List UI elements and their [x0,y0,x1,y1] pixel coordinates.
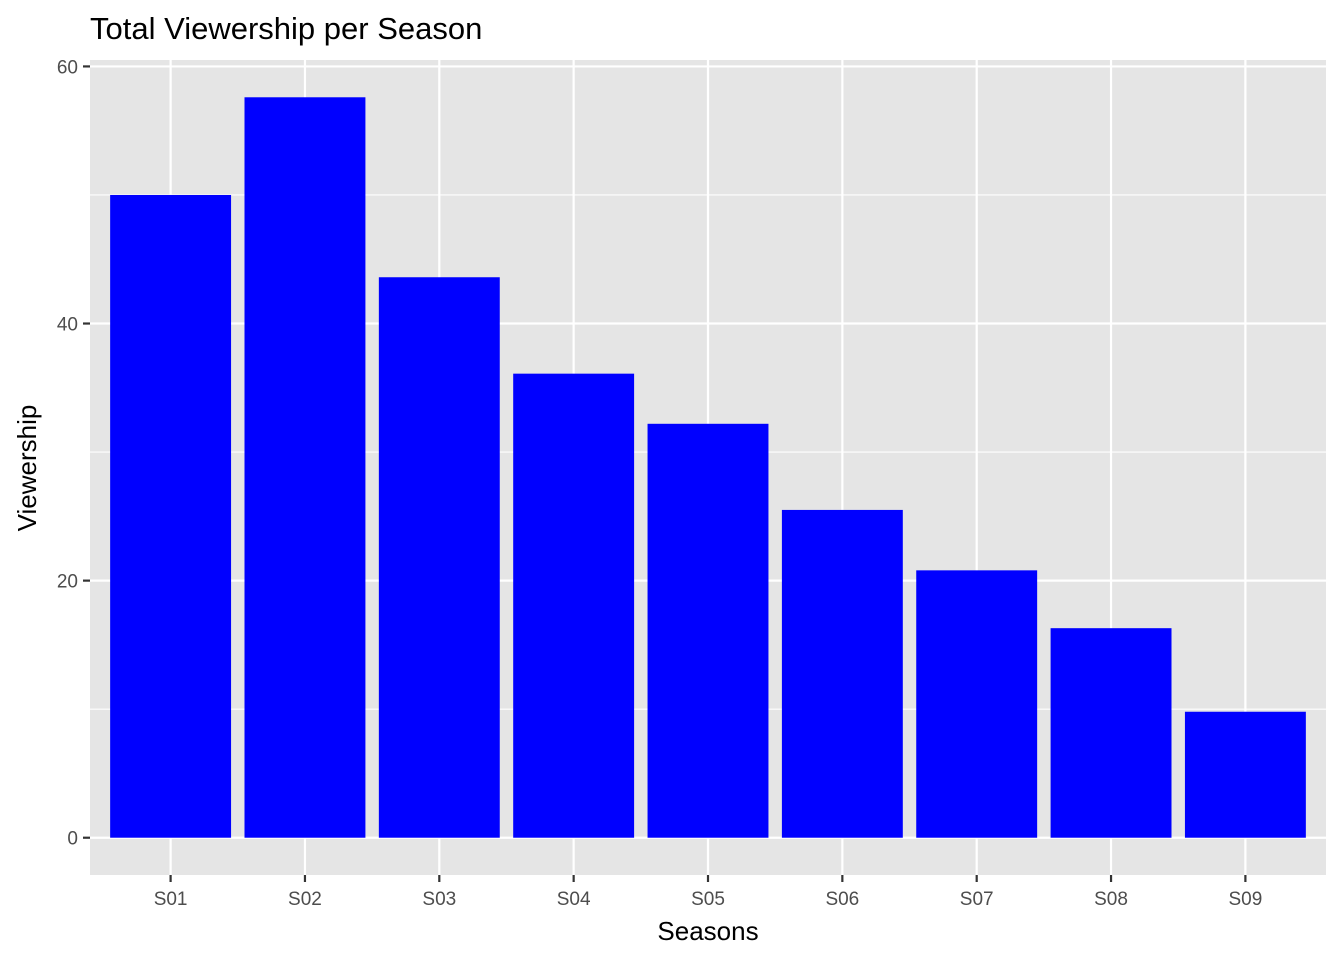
bar-s09 [1184,711,1306,838]
x-tick-label: S04 [557,889,591,910]
bar-s04 [513,373,635,838]
x-tick-label: S03 [422,889,456,910]
x-tick-label: S02 [288,889,322,910]
bar-s08 [1050,628,1172,838]
y-tick-label: 20 [57,572,78,593]
bar-s01 [110,194,232,838]
x-tick-label: S08 [1094,889,1128,910]
y-axis-title: Viewership [12,405,42,532]
chart-title: Total Viewership per Season [90,11,482,46]
bar-s05 [647,423,769,838]
x-tick-label: S01 [154,889,188,910]
y-tick-label: 40 [57,315,78,336]
bar-s02 [244,97,366,838]
y-tick-label: 60 [57,57,78,78]
bar-s07 [916,570,1038,838]
x-tick-label: S05 [691,889,725,910]
x-tick-label: S09 [1228,889,1262,910]
bar-s03 [378,277,500,838]
y-axis: 0 20 40 60 [57,57,90,850]
x-tick-label: S07 [960,889,994,910]
x-axis-title: Seasons [657,916,758,946]
bars [110,97,1306,838]
y-tick-label: 0 [67,829,78,850]
bar-s06 [781,509,903,838]
x-axis: S01 S02 S03 S04 S05 S06 S07 S08 S09 [154,875,1262,910]
x-tick-label: S06 [825,889,859,910]
